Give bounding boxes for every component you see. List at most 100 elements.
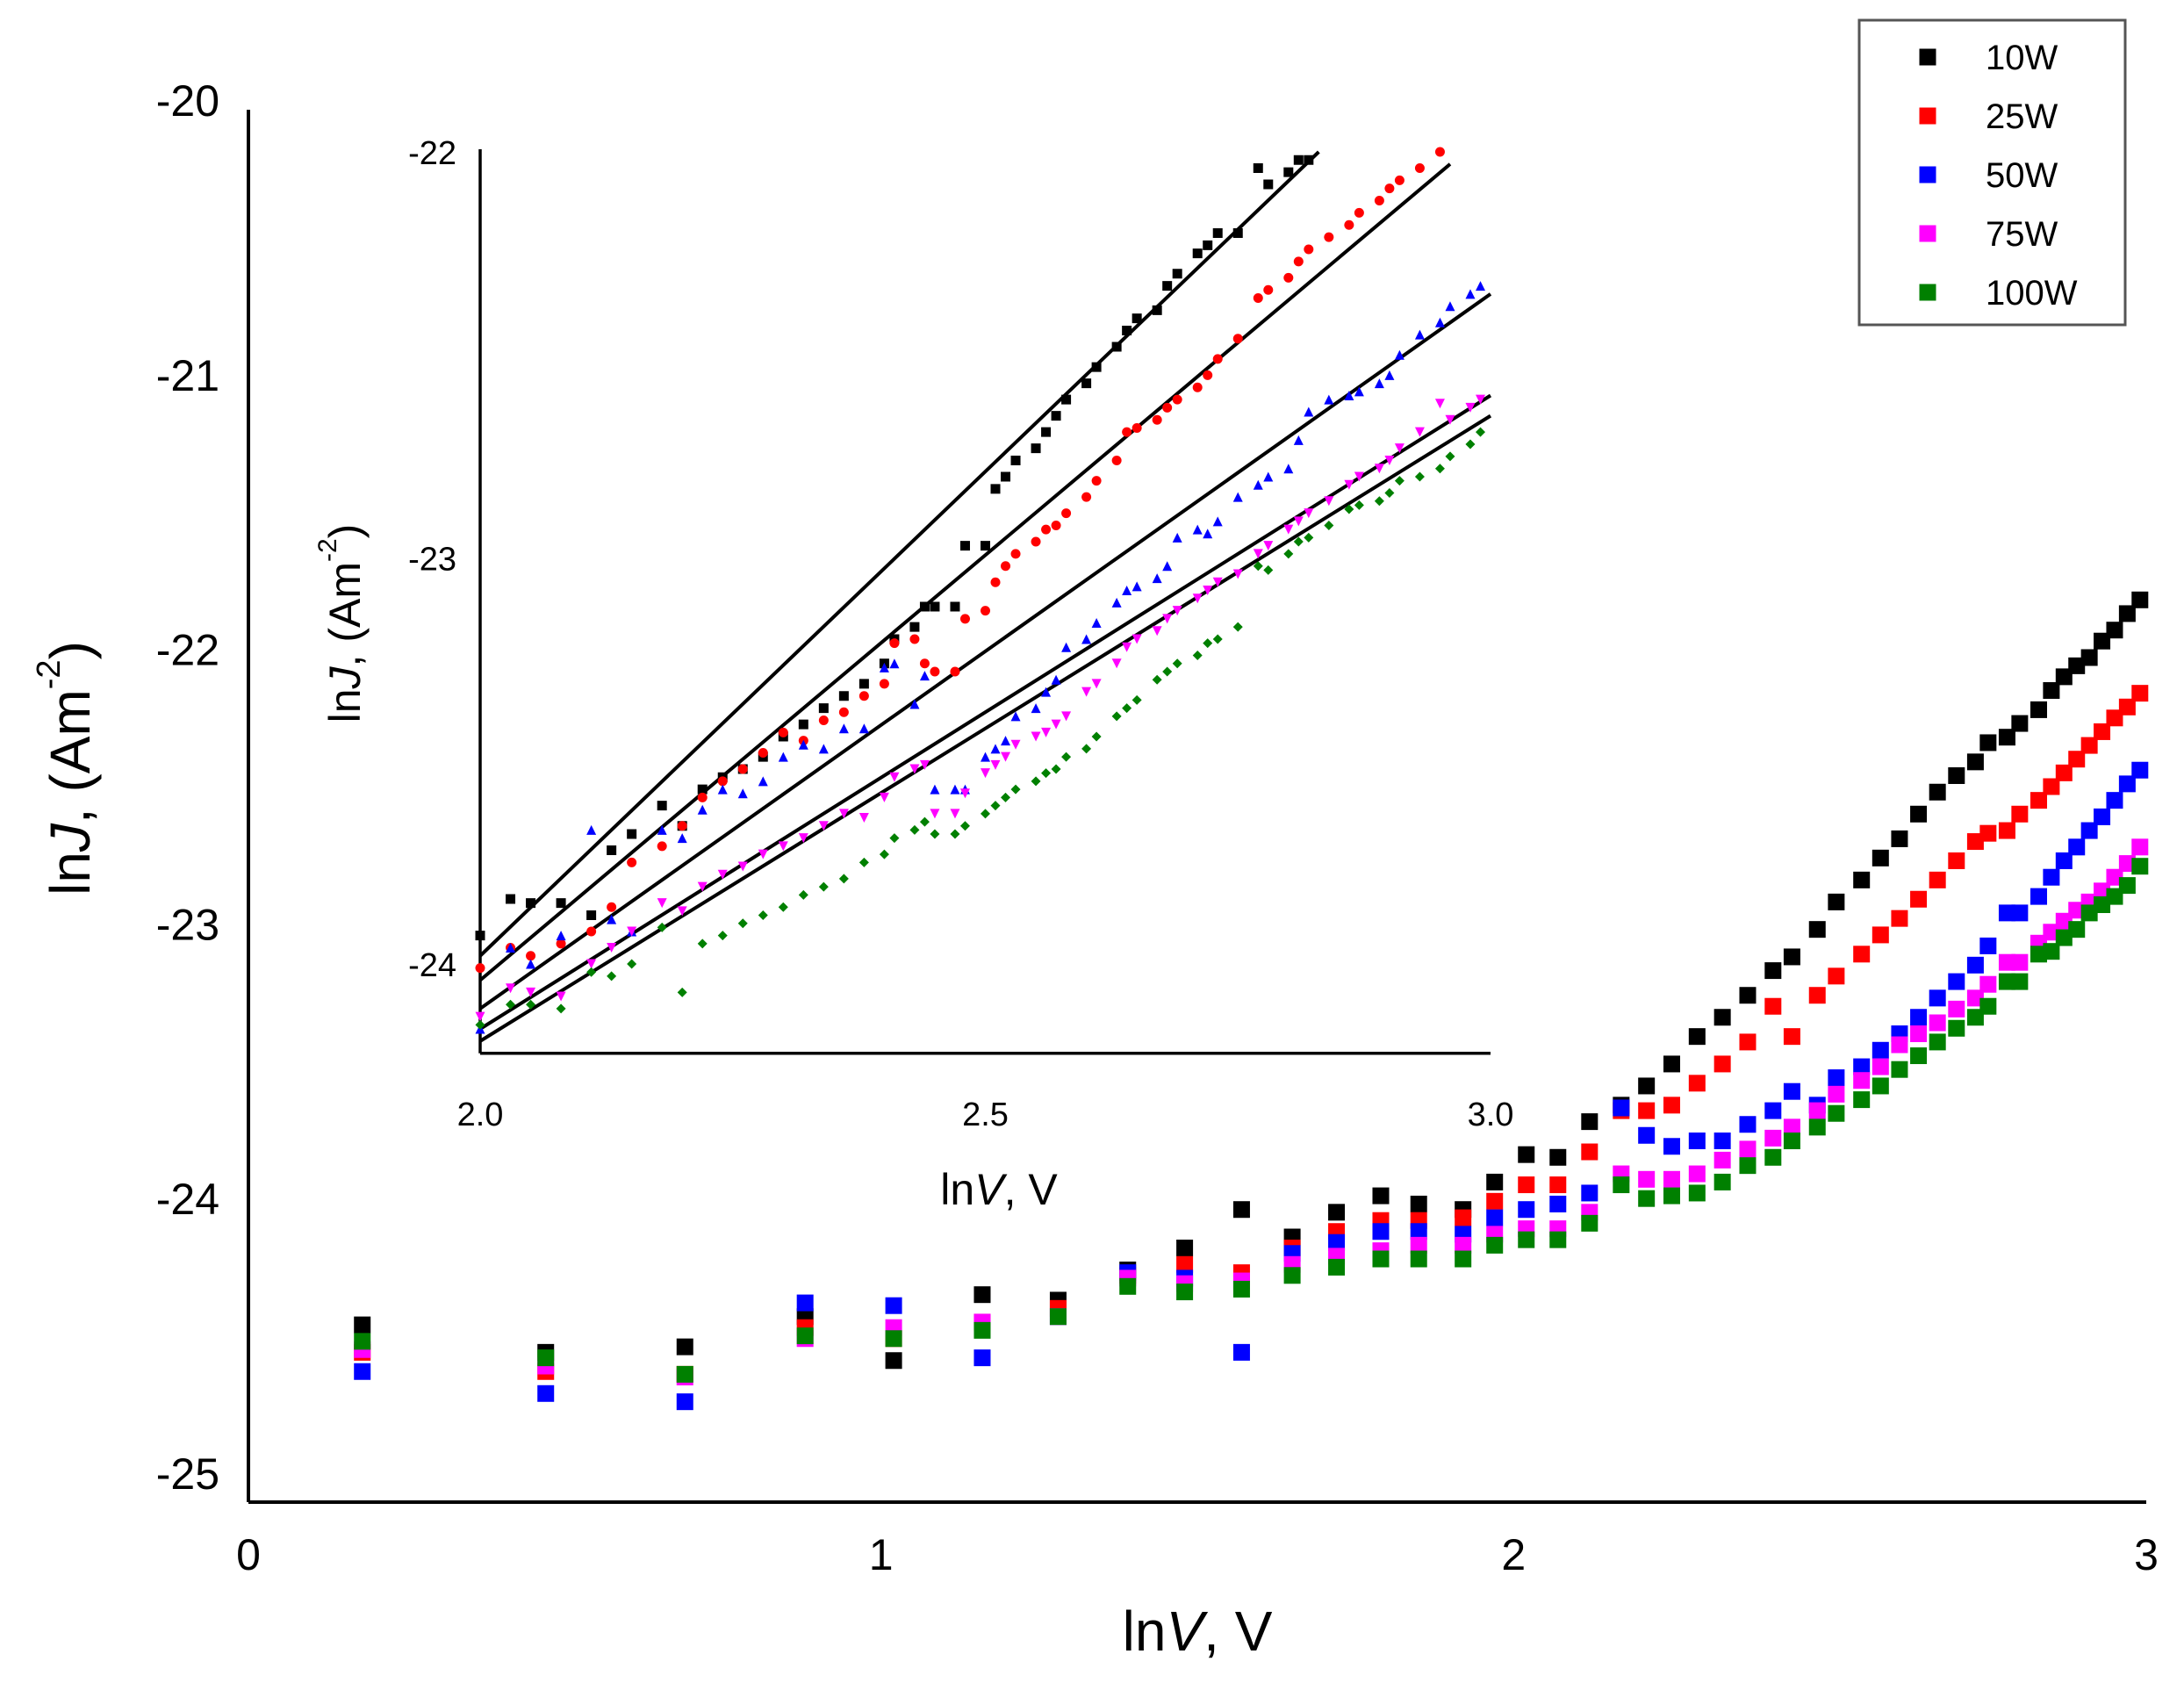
main-point-25W (1688, 1075, 1706, 1092)
main-point-75W (1808, 1102, 1826, 1119)
inset-point-100W (1445, 451, 1455, 462)
main-point-10W (885, 1352, 902, 1370)
main-point-50W (1828, 1069, 1845, 1087)
inset-point-75W (556, 991, 566, 1002)
inset-point-10W (1293, 155, 1304, 165)
inset-point-50W (838, 723, 849, 734)
inset-point-75W (1354, 471, 1364, 482)
main-point-10W (2055, 668, 2073, 686)
inset-point-25W (1041, 524, 1052, 535)
inset-point-25W (859, 691, 869, 701)
inset-y-tick-label: -24 (408, 947, 456, 984)
legend-marker-50W (1919, 166, 1936, 183)
main-point-50W (1783, 1082, 1800, 1100)
inset-point-100W (758, 910, 768, 920)
main-point-10W (354, 1316, 371, 1334)
inset-point-75W (1152, 626, 1162, 636)
main-point-50W (2106, 792, 2123, 809)
main-point-100W (2131, 858, 2149, 875)
inset-point-100W (889, 833, 900, 844)
inset-point-50W (859, 723, 869, 734)
main-point-10W (1328, 1204, 1346, 1221)
main-point-75W (1929, 1014, 1946, 1032)
inset-point-50W (919, 671, 930, 681)
main-point-50W (2068, 838, 2086, 856)
main-point-100W (2080, 904, 2098, 922)
main-point-10W (1871, 849, 1889, 867)
inset-point-25W (475, 963, 485, 974)
main-point-75W (1638, 1170, 1656, 1188)
inset-point-10W (586, 910, 597, 920)
main-point-10W (2094, 632, 2111, 650)
inset-point-10W (838, 691, 849, 701)
inset-point-75W (717, 869, 728, 880)
main-point-10W (2030, 701, 2047, 718)
inset-point-25W (1203, 370, 1213, 380)
main-point-50W (2118, 775, 2136, 793)
inset-point-25W (909, 634, 920, 644)
inset-point-75W (677, 906, 687, 917)
main-point-50W (2011, 904, 2029, 922)
main-y-tick-label: -25 (156, 1449, 219, 1499)
inset-point-75W (778, 841, 788, 852)
main-point-25W (1518, 1176, 1535, 1194)
inset-point-10W (1232, 228, 1243, 238)
main-point-100W (1979, 997, 1997, 1015)
inset-point-100W (1031, 776, 1041, 787)
inset-fit-line-75W (478, 393, 1492, 1031)
inset-point-100W (1192, 651, 1203, 660)
inset-point-100W (1293, 536, 1304, 547)
inset-point-50W (981, 752, 990, 762)
main-point-100W (1581, 1214, 1598, 1232)
main-point-10W (1808, 921, 1826, 938)
inset-point-100W (1384, 488, 1395, 498)
legend: 10W 25W 50W 75W 100W (1857, 18, 2127, 327)
inset-point-100W (1374, 496, 1384, 507)
inset-point-50W (556, 931, 566, 941)
inset-point-50W (1031, 703, 1041, 714)
inset-point-100W (1304, 532, 1314, 543)
inset-point-50W (1051, 674, 1061, 685)
inset-point-50W (1061, 642, 1072, 652)
main-point-50W (1486, 1209, 1504, 1226)
legend-marker-10W (1919, 48, 1936, 66)
inset-series-75W (475, 394, 1485, 1022)
main-point-50W (1638, 1126, 1656, 1144)
inset-point-25W (758, 748, 768, 758)
main-point-50W (1328, 1233, 1346, 1251)
inset-point-25W (586, 926, 597, 937)
main-point-10W (1518, 1146, 1535, 1163)
inset-point-50W (1475, 281, 1485, 291)
inset-point-25W (737, 764, 748, 774)
main-point-50W (1910, 1009, 1928, 1026)
inset-point-25W (1253, 293, 1263, 303)
inset-point-75W (475, 1011, 485, 1022)
inset-point-50W (1344, 391, 1354, 400)
inset-point-75W (737, 861, 748, 872)
main-point-10W (1979, 734, 1997, 752)
main-point-75W (1871, 1058, 1889, 1075)
main-series-25W (354, 685, 2149, 1383)
inset-point-10W (1031, 443, 1041, 454)
legend-box (1857, 18, 2127, 327)
inset-point-75W (1232, 569, 1243, 579)
main-point-25W (2068, 751, 2086, 768)
inset-point-75W (607, 943, 617, 953)
main-point-100W (1808, 1118, 1826, 1136)
inset-point-100W (1465, 439, 1476, 449)
inset-point-25W (919, 658, 930, 669)
main-point-25W (2011, 805, 2029, 823)
main-point-10W (2106, 622, 2123, 639)
main-point-25W (1638, 1102, 1656, 1119)
main-point-100W (796, 1327, 814, 1345)
inset-point-50W (1010, 711, 1021, 722)
main-point-10W (1688, 1028, 1706, 1046)
main-point-100W (1410, 1250, 1427, 1268)
inset-point-75W (1475, 394, 1485, 405)
inset-point-100W (1051, 764, 1061, 774)
inset-point-25W (1162, 402, 1173, 413)
inset-point-100W (1001, 792, 1011, 802)
inset-point-75W (959, 788, 970, 799)
inset-point-100W (959, 821, 970, 831)
main-point-25W (1929, 871, 1946, 888)
